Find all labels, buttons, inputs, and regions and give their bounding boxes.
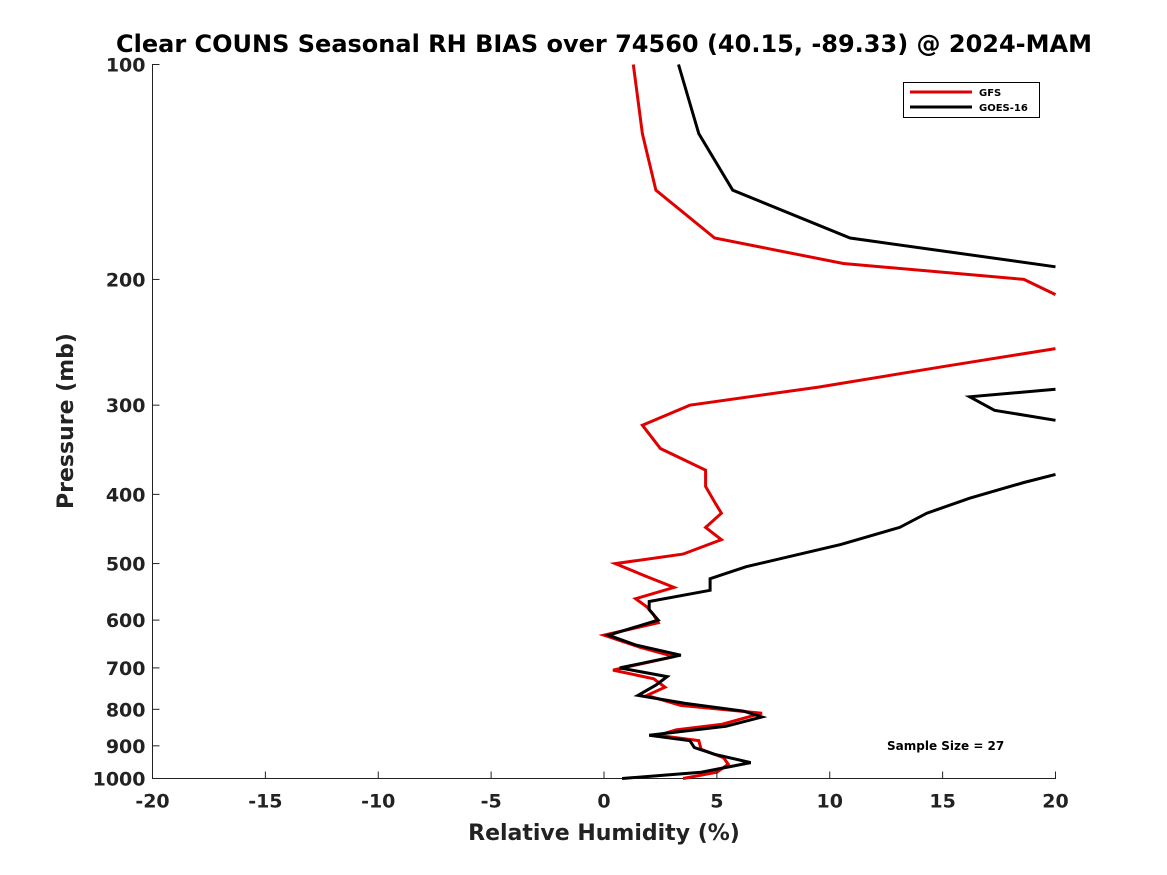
x-tick-label: 15 — [929, 791, 955, 813]
plot-frame — [153, 65, 1056, 778]
series-line-gfs — [631, 64, 1057, 296]
x-tick-label: 0 — [597, 791, 610, 813]
y-tick-label: 700 — [106, 658, 146, 680]
x-axis-ticks: -20 -15 -10 -5 0 5 10 15 20 — [135, 771, 1069, 813]
y-axis-ticks: 100 200 300 400 500 600 700 800 900 1000 — [93, 55, 160, 791]
legend-label-gfs: GFS — [979, 88, 1001, 99]
x-tick-label: 10 — [817, 791, 843, 813]
legend-box — [903, 82, 1040, 118]
y-axis-label: Pressure (mb) — [54, 333, 79, 509]
plot-area — [152, 64, 1057, 780]
chart-title: Clear COUNS Seasonal RH BIAS over 74560 … — [116, 30, 1092, 58]
y-tick-label: 800 — [106, 699, 146, 721]
series-line-gfs — [598, 347, 1056, 780]
x-axis-label: Relative Humidity (%) — [468, 821, 740, 846]
x-tick-label: -20 — [135, 791, 169, 813]
y-tick-label: 600 — [106, 610, 146, 632]
x-tick-label: -5 — [481, 791, 502, 813]
y-tick-label: 100 — [106, 55, 146, 77]
y-tick-label: 900 — [106, 736, 146, 758]
x-tick-label: -10 — [361, 791, 395, 813]
x-tick-label: 20 — [1042, 791, 1068, 813]
sample-size-annotation: Sample Size = 27 — [887, 739, 1004, 753]
x-tick-label: -15 — [248, 791, 282, 813]
legend: GFS GOES-16 — [903, 82, 1040, 118]
series-layer — [598, 64, 1057, 780]
series-line-goes-16 — [964, 387, 1056, 422]
y-tick-label: 300 — [106, 395, 146, 417]
y-tick-label: 200 — [106, 269, 146, 291]
y-tick-label: 1000 — [93, 769, 146, 791]
y-tick-label: 500 — [106, 554, 146, 576]
series-line-goes-16 — [677, 64, 1056, 269]
legend-label-goes-16: GOES-16 — [979, 103, 1028, 114]
x-tick-label: 5 — [710, 791, 723, 813]
series-line-goes-16 — [603, 472, 1056, 780]
y-tick-label: 400 — [106, 484, 146, 506]
